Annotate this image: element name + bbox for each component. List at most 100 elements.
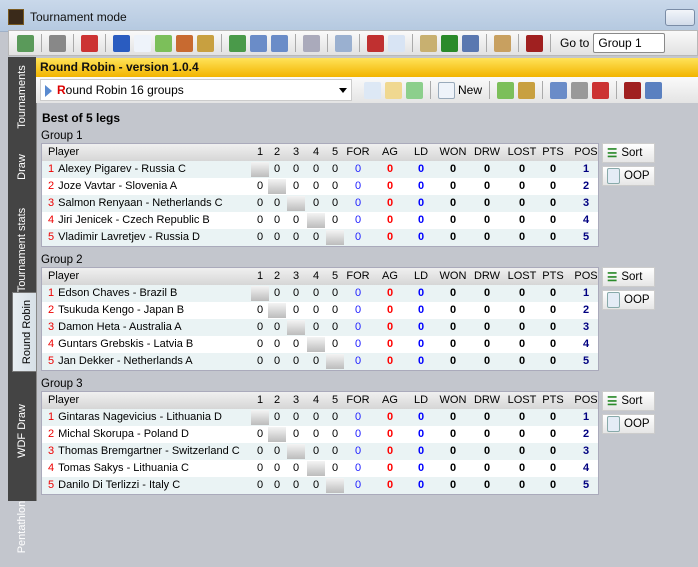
- edit-icon[interactable]: [335, 34, 352, 52]
- random-player-icon[interactable]: [518, 81, 536, 99]
- tab-wdf-draw[interactable]: WDF Draw: [16, 404, 28, 458]
- export-icon[interactable]: [271, 34, 288, 52]
- leg-cell[interactable]: 0: [331, 321, 339, 333]
- leg-cell[interactable]: 0: [292, 428, 300, 440]
- leg-cell[interactable]: 0: [256, 338, 264, 350]
- leg-cell[interactable]: 0: [273, 338, 281, 350]
- leg-cell[interactable]: 0: [331, 304, 339, 316]
- help-icon[interactable]: [113, 34, 130, 52]
- goto-select[interactable]: Group 1: [593, 33, 666, 53]
- tab-pentathlon[interactable]: Pentathlon: [16, 500, 28, 554]
- print-icon[interactable]: [49, 34, 66, 52]
- sort-button[interactable]: ☰ Sort: [602, 143, 655, 163]
- leg-cell[interactable]: 0: [273, 287, 281, 299]
- leg-cell[interactable]: 0: [331, 462, 339, 474]
- pdf-icon[interactable]: [81, 34, 98, 52]
- leg-cell[interactable]: 0: [331, 197, 339, 209]
- leg-cell[interactable]: 0: [256, 180, 264, 192]
- sort-button[interactable]: ☰ Sort: [602, 267, 655, 287]
- leg-cell[interactable]: 0: [292, 355, 300, 367]
- leg-cell[interactable]: 0: [273, 462, 281, 474]
- sort-button[interactable]: ☰ Sort: [602, 391, 655, 411]
- leg-cell[interactable]: 0: [331, 411, 339, 423]
- leg-cell[interactable]: 0: [256, 304, 264, 316]
- leg-cell[interactable]: 0: [331, 338, 339, 350]
- add-player-icon[interactable]: [155, 34, 172, 52]
- numbered-list-icon[interactable]: [441, 34, 458, 52]
- leg-cell[interactable]: 0: [331, 163, 339, 175]
- leg-cell[interactable]: 0: [256, 197, 264, 209]
- leg-cell[interactable]: 0: [256, 479, 264, 491]
- oop-button[interactable]: OOP: [602, 290, 655, 310]
- mask-icon[interactable]: [526, 34, 543, 52]
- leg-cell[interactable]: 0: [292, 180, 300, 192]
- leg-cell[interactable]: 0: [312, 428, 320, 440]
- leg-cell[interactable]: 0: [312, 304, 320, 316]
- minimize-button[interactable]: [665, 9, 695, 26]
- leg-cell[interactable]: 0: [273, 479, 281, 491]
- leg-cell[interactable]: 0: [292, 411, 300, 423]
- leg-cell[interactable]: 0: [312, 479, 320, 491]
- leg-cell[interactable]: 0: [256, 231, 264, 243]
- mask-icon[interactable]: [624, 81, 642, 99]
- leg-cell[interactable]: 0: [256, 214, 264, 226]
- leg-cell[interactable]: 0: [312, 321, 320, 333]
- tab-tournaments[interactable]: Tournaments: [16, 65, 28, 129]
- document-icon[interactable]: [388, 34, 405, 52]
- leg-cell[interactable]: 0: [273, 197, 281, 209]
- import-icon[interactable]: [250, 34, 267, 52]
- leg-cell[interactable]: 0: [292, 287, 300, 299]
- leg-cell[interactable]: 0: [256, 355, 264, 367]
- leg-cell[interactable]: 0: [292, 304, 300, 316]
- new-document-icon[interactable]: [134, 34, 151, 52]
- leg-cell[interactable]: 0: [331, 428, 339, 440]
- oop-button[interactable]: OOP: [602, 414, 655, 434]
- leg-cell[interactable]: 0: [331, 180, 339, 192]
- edit-folder-icon[interactable]: [385, 81, 402, 99]
- leg-cell[interactable]: 0: [292, 462, 300, 474]
- search-icon[interactable]: [494, 34, 511, 52]
- leg-cell[interactable]: 0: [256, 445, 264, 457]
- new-button[interactable]: New: [438, 81, 482, 99]
- leg-cell[interactable]: 0: [312, 445, 320, 457]
- leg-cell[interactable]: 0: [273, 321, 281, 333]
- save-icon[interactable]: [550, 81, 568, 99]
- leg-cell[interactable]: 0: [312, 411, 320, 423]
- leg-cell[interactable]: 0: [273, 163, 281, 175]
- save-icon[interactable]: [462, 34, 479, 52]
- print-icon[interactable]: [571, 81, 589, 99]
- leg-cell[interactable]: 0: [273, 231, 281, 243]
- leg-cell[interactable]: 0: [312, 180, 320, 192]
- leg-cell[interactable]: 0: [256, 321, 264, 333]
- chevron-down-icon[interactable]: [339, 88, 347, 93]
- leg-cell[interactable]: 0: [273, 411, 281, 423]
- leg-cell[interactable]: 0: [331, 445, 339, 457]
- leg-cell[interactable]: 0: [331, 287, 339, 299]
- leg-cell[interactable]: 0: [292, 338, 300, 350]
- leg-cell[interactable]: 0: [292, 214, 300, 226]
- leg-cell[interactable]: 0: [312, 231, 320, 243]
- leg-cell[interactable]: 0: [312, 355, 320, 367]
- leg-cell[interactable]: 0: [273, 214, 281, 226]
- sort-az-icon[interactable]: [367, 34, 384, 52]
- refresh-icon[interactable]: [406, 81, 423, 99]
- tournament-select[interactable]: Round Robin 16 groups: [40, 79, 352, 101]
- pdf-icon[interactable]: [592, 81, 610, 99]
- leg-cell[interactable]: 0: [312, 287, 320, 299]
- leg-cell[interactable]: 0: [292, 163, 300, 175]
- leg-cell[interactable]: 0: [256, 428, 264, 440]
